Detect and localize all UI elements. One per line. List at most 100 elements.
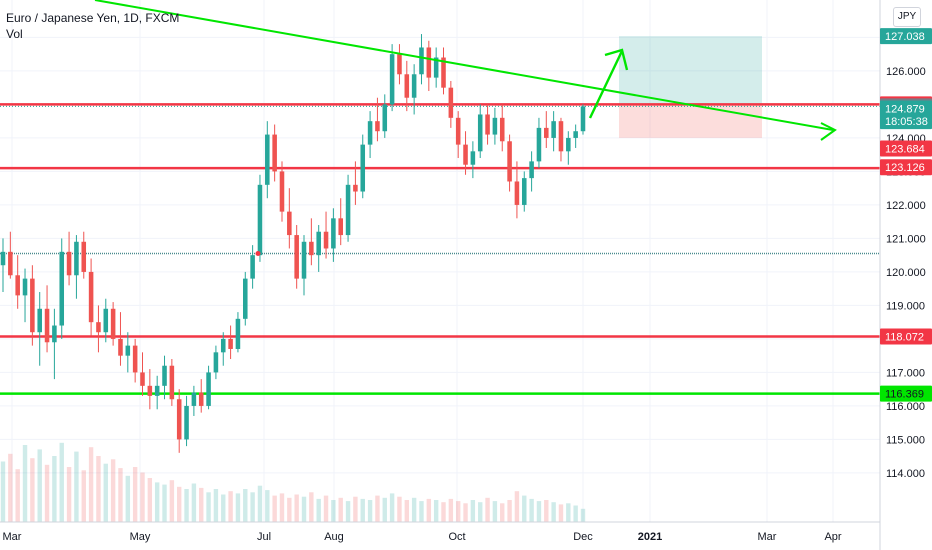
volume-bar bbox=[96, 456, 101, 522]
target-arrowhead bbox=[604, 48, 629, 71]
volume-bar bbox=[0, 461, 6, 522]
volume-bar bbox=[441, 502, 446, 522]
candle-body bbox=[521, 178, 527, 205]
volume-bar bbox=[44, 464, 50, 522]
candle-body bbox=[470, 151, 476, 165]
volume-bar bbox=[177, 486, 182, 522]
volume-bar bbox=[30, 458, 35, 522]
volume-bar bbox=[389, 493, 395, 522]
volume-bar bbox=[397, 496, 402, 522]
candle-body bbox=[96, 322, 101, 333]
candle-body bbox=[191, 392, 197, 406]
candle-body bbox=[477, 114, 483, 152]
candle-body bbox=[162, 365, 167, 386]
candle-body bbox=[566, 137, 571, 152]
volume-bar bbox=[514, 491, 520, 522]
price-badge bbox=[880, 28, 932, 45]
volume-bar bbox=[140, 472, 145, 522]
candle-body bbox=[448, 87, 454, 118]
x-tick-label: Mar bbox=[3, 531, 22, 543]
x-tick-label: Apr bbox=[824, 531, 841, 543]
volume-bar bbox=[426, 498, 432, 522]
drawings[interactable] bbox=[94, 0, 837, 141]
candle-body bbox=[419, 47, 424, 75]
candle-body bbox=[345, 184, 351, 236]
volume-bar bbox=[338, 497, 343, 522]
candle-body bbox=[492, 117, 498, 135]
price-badge bbox=[880, 140, 932, 157]
volume-bar bbox=[52, 456, 57, 522]
volume-bar bbox=[331, 500, 336, 522]
candle-body bbox=[81, 241, 87, 272]
volume-bar bbox=[309, 492, 314, 522]
candle-body bbox=[499, 117, 505, 142]
candle-body bbox=[287, 211, 292, 236]
candle-body bbox=[309, 241, 314, 256]
trendline bbox=[94, 0, 834, 131]
candle-body bbox=[8, 251, 13, 276]
candle-body bbox=[389, 54, 395, 105]
volume-bar bbox=[433, 500, 439, 522]
volume-bar bbox=[8, 453, 13, 522]
volume-bar bbox=[15, 469, 20, 522]
volume-bar bbox=[566, 503, 571, 522]
target-arrow bbox=[588, 50, 624, 119]
y-tick-label: 115.000 bbox=[886, 434, 925, 446]
candle-body bbox=[455, 117, 461, 145]
price-badge bbox=[880, 328, 932, 345]
x-tick-label: Aug bbox=[324, 531, 344, 543]
candle-body bbox=[66, 251, 72, 276]
currency-button[interactable]: JPY bbox=[893, 7, 921, 27]
volume-bar bbox=[118, 468, 123, 522]
volume-bar bbox=[448, 498, 454, 522]
candle-body bbox=[118, 338, 123, 356]
price-badge bbox=[880, 100, 932, 117]
volume-bar bbox=[360, 498, 365, 522]
horizontal-levels[interactable] bbox=[0, 103, 880, 395]
marker-dot bbox=[255, 251, 261, 256]
volume-bar bbox=[323, 495, 329, 522]
volume-bar bbox=[125, 475, 131, 522]
candle-body bbox=[272, 134, 277, 172]
volume-bar bbox=[507, 500, 512, 522]
volume-bar bbox=[22, 445, 28, 522]
volume-bar bbox=[66, 467, 72, 522]
y-tick-label: 126.000 bbox=[886, 66, 926, 78]
candle-body bbox=[74, 241, 79, 276]
candle-body bbox=[367, 121, 373, 145]
candle-body bbox=[279, 171, 285, 212]
volume-bar bbox=[265, 490, 270, 522]
volume-label[interactable]: Vol bbox=[6, 27, 23, 41]
volume-bar bbox=[59, 442, 64, 522]
volume-bar bbox=[132, 467, 138, 522]
candle-body bbox=[198, 392, 204, 406]
candle-body bbox=[382, 104, 388, 132]
volume-bar bbox=[103, 463, 108, 522]
candle-body bbox=[353, 184, 358, 192]
candle-body bbox=[573, 131, 578, 138]
volume-bar bbox=[478, 502, 483, 522]
candle-body bbox=[125, 345, 131, 356]
volume-bar bbox=[37, 449, 42, 522]
candle-body bbox=[331, 218, 336, 249]
chart-legend: Euro / Japanese Yen, 1D, FXCM Vol bbox=[6, 10, 179, 42]
candle-body bbox=[169, 365, 175, 400]
volume-bar bbox=[580, 508, 586, 522]
x-tick-label: Jul bbox=[257, 531, 271, 543]
price-badge bbox=[880, 113, 932, 130]
candle-body bbox=[294, 235, 299, 279]
symbol-title[interactable]: Euro / Japanese Yen, 1D, FXCM bbox=[6, 11, 180, 25]
candle-body bbox=[397, 54, 402, 75]
volume-bar bbox=[88, 447, 94, 522]
candle-body bbox=[110, 308, 116, 339]
candle-body bbox=[580, 106, 586, 132]
volume-bar bbox=[411, 497, 417, 522]
volume-bar bbox=[257, 485, 263, 522]
candle-body bbox=[375, 121, 380, 132]
volume-bar bbox=[272, 495, 277, 522]
candle-body bbox=[243, 278, 248, 319]
position-zone[interactable] bbox=[619, 36, 762, 138]
volume-bar bbox=[287, 497, 292, 522]
